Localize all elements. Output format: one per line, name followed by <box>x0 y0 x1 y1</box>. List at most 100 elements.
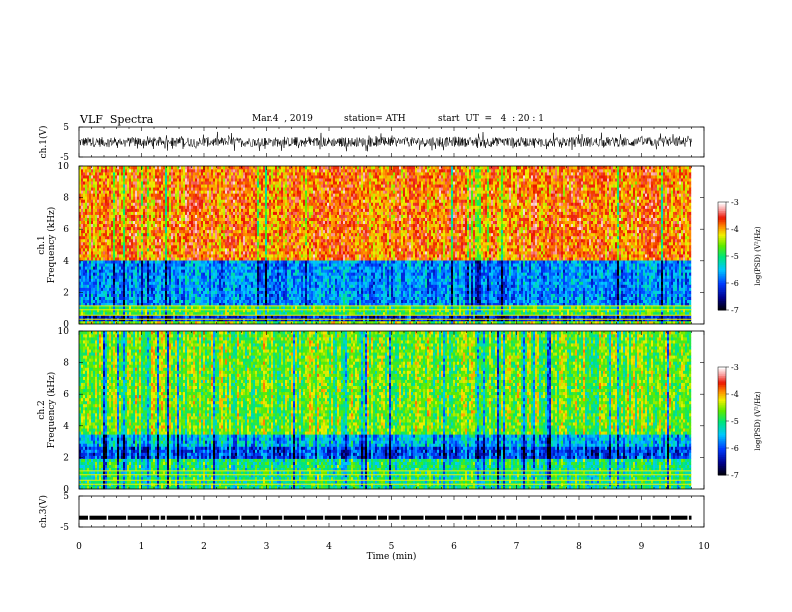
spectrogram-cell <box>353 275 356 279</box>
spectrogram-cell <box>239 284 242 288</box>
spectrogram-cell <box>547 293 550 297</box>
spectrogram-cell <box>287 293 290 297</box>
spectrogram-cell <box>433 299 436 304</box>
spectrogram-cell <box>425 281 428 285</box>
spectrogram-cell <box>379 320 382 325</box>
spectrogram-cell <box>121 290 124 294</box>
spectrogram-cell <box>95 320 98 325</box>
spectrogram-cell <box>563 302 566 307</box>
spectrogram-cell <box>241 293 244 297</box>
spectrogram-cell <box>409 314 412 319</box>
spectrogram-cell <box>381 290 384 294</box>
spectrogram-cell <box>185 308 188 313</box>
spectrogram-cell <box>669 311 672 316</box>
spectrogram-cell <box>357 287 360 291</box>
spectrogram-cell <box>687 308 690 313</box>
spectrogram-cell <box>299 275 302 279</box>
spectrogram-cell <box>551 299 554 304</box>
spectrogram-cell <box>443 314 446 319</box>
spectrogram-cell <box>339 278 342 282</box>
spectrogram-cell <box>235 278 238 282</box>
spectrogram-cell <box>519 311 522 316</box>
spectrogram-cell <box>475 299 478 304</box>
spectrogram-cell <box>389 278 392 282</box>
spectrogram-cell <box>415 287 418 291</box>
spectrogram-cell <box>309 311 312 316</box>
spectrogram-cell <box>577 290 580 294</box>
spectrogram-cell <box>373 299 376 304</box>
spectrogram-cell <box>249 308 252 313</box>
spectrogram-cell <box>83 305 86 310</box>
spectrogram-cell <box>133 311 136 316</box>
spectrogram-cell <box>585 320 588 325</box>
spectrogram-cell <box>347 278 350 282</box>
spectrogram-cell <box>453 287 456 291</box>
spectrogram-cell <box>125 284 128 288</box>
spectrogram-cell <box>659 296 662 300</box>
spectrogram-cell <box>255 308 258 313</box>
spectrogram-cell <box>327 290 330 294</box>
spectrogram-cell <box>151 281 154 285</box>
spectrogram-cell <box>307 278 310 282</box>
spectrogram-cell <box>373 296 376 300</box>
spectrogram-cell <box>577 305 580 310</box>
spectrogram-cell <box>595 299 598 304</box>
spectrogram-cell <box>639 296 642 300</box>
spectrogram-cell <box>387 320 390 325</box>
spectrogram-cell <box>321 302 324 307</box>
spectrogram-cell <box>361 302 364 307</box>
spectrogram-cell <box>87 278 90 282</box>
spectrogram-cell <box>409 278 412 282</box>
spectrogram-cell <box>181 278 184 282</box>
spectrogram-cell <box>303 290 306 294</box>
spectrogram-cell <box>425 290 428 294</box>
spectrogram-cell <box>479 284 482 288</box>
spectrogram-cell <box>399 290 402 294</box>
spectrogram-cell <box>467 320 470 325</box>
spectrogram-cell <box>177 302 180 307</box>
spectrogram-cell <box>331 284 334 288</box>
spectrogram-cell <box>93 299 96 304</box>
spectrogram-cell <box>289 311 292 316</box>
spectrogram-cell <box>679 308 682 313</box>
spectrogram-cell <box>637 284 640 288</box>
spectrogram-cell <box>651 278 654 282</box>
spectrogram-cell <box>157 299 160 304</box>
spectrogram-cell <box>595 278 598 282</box>
spectrogram-cell <box>687 320 690 325</box>
spectrogram-cell <box>91 293 94 297</box>
spectrogram-cell <box>633 314 636 319</box>
spectrogram-cell <box>261 293 264 297</box>
spectrogram-cell <box>409 296 412 300</box>
spectrogram-cell <box>583 281 586 285</box>
spectrogram-cell <box>339 305 342 310</box>
spectrogram-cell <box>449 308 452 313</box>
spectrogram-cell <box>655 308 658 313</box>
spectrogram-cell <box>259 308 262 313</box>
spectrogram-cell <box>177 281 180 285</box>
spectrogram-cell <box>589 311 592 316</box>
spectrogram-cell <box>669 320 672 325</box>
spectrogram-cell <box>103 308 106 313</box>
spectrogram-cell <box>539 311 542 316</box>
spectrogram-cell <box>421 311 424 316</box>
spectrogram-cell <box>199 278 202 282</box>
spectrogram-cell <box>173 296 176 300</box>
spectrogram-cell <box>557 275 560 279</box>
spectrogram-cell <box>537 284 540 288</box>
spectrogram-cell <box>175 284 178 288</box>
spectrogram-cell <box>335 320 338 325</box>
spectrogram-cell <box>291 308 294 313</box>
spectrogram-cell <box>245 290 248 294</box>
spectrogram-cell <box>277 290 280 294</box>
spectrogram-cell <box>109 320 112 325</box>
spectrogram-cell <box>261 305 264 310</box>
spectrogram-cell <box>193 287 196 291</box>
spectrogram-cell <box>625 275 628 279</box>
spectrogram-cell <box>535 320 538 325</box>
spectrogram-cell <box>501 284 504 288</box>
spectrogram-cell <box>129 281 132 285</box>
spectrogram-cell <box>559 275 562 279</box>
spectrogram-cell <box>123 278 126 282</box>
spectrogram-cell <box>305 278 308 282</box>
